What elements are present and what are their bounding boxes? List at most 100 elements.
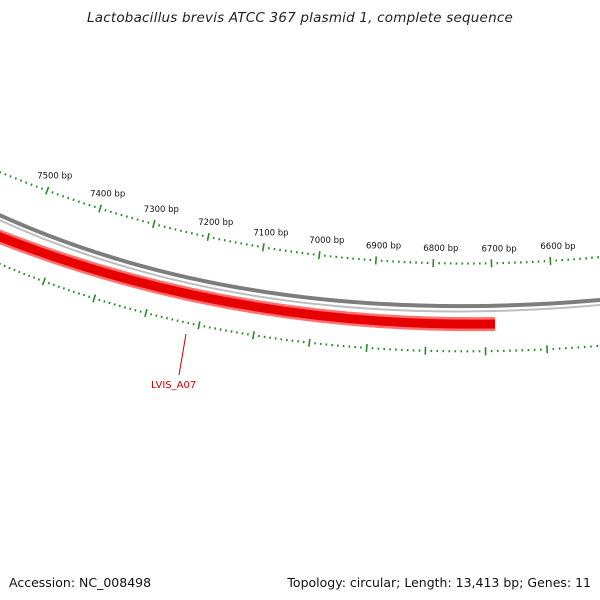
lower-ring-minor-tick bbox=[113, 303, 116, 306]
upper-ring-minor-tick bbox=[30, 183, 33, 186]
upper-ring-minor-tick bbox=[147, 221, 150, 224]
lower-ring-major-tick bbox=[308, 338, 311, 347]
lower-ring-minor-tick bbox=[176, 319, 179, 322]
backbone-inner bbox=[0, 219, 600, 313]
upper-ring-minor-tick bbox=[190, 232, 193, 235]
lower-ring-major-tick bbox=[41, 277, 47, 286]
lower-ring-minor-tick bbox=[118, 304, 121, 308]
lower-ring-minor-tick bbox=[150, 313, 153, 316]
lower-ring-minor-tick bbox=[77, 292, 81, 295]
upper-ring-major-tick bbox=[152, 219, 156, 229]
lower-ring-minor-tick bbox=[108, 301, 111, 305]
lower-ring-minor-tick bbox=[123, 306, 127, 309]
tick-label: 7000 bp bbox=[309, 236, 344, 246]
lower-ring-major-tick bbox=[92, 294, 97, 303]
lower-ring-minor-tick bbox=[32, 276, 36, 279]
upper-ring-minor-tick bbox=[125, 215, 128, 218]
lower-ring-minor-tick bbox=[88, 295, 91, 299]
upper-ring-minor-tick bbox=[174, 228, 177, 231]
upper-ring-minor-tick bbox=[104, 208, 107, 212]
upper-ring-minor-tick bbox=[72, 198, 75, 202]
upper-ring-minor-tick bbox=[196, 233, 199, 236]
gene-arc-lvis-a07[interactable] bbox=[0, 232, 496, 329]
lower-ring-minor-tick bbox=[62, 287, 65, 290]
lower-ring-minor-tick bbox=[103, 300, 106, 303]
upper-ring-major-tick bbox=[374, 256, 377, 265]
backbone-outer bbox=[0, 213, 600, 309]
upper-ring-minor-tick bbox=[0, 170, 2, 174]
tick-label: 6900 bp bbox=[366, 241, 401, 251]
lower-ring-minor-tick bbox=[171, 318, 174, 321]
upper-ring-major-tick bbox=[261, 243, 265, 252]
tick-label: 7200 bp bbox=[198, 218, 233, 228]
lower-ring-minor-tick bbox=[139, 310, 142, 313]
lower-ring-minor-tick bbox=[37, 278, 41, 281]
lower-ring-minor-tick bbox=[13, 268, 16, 272]
lower-tick-ring bbox=[0, 262, 599, 356]
upper-ring-minor-tick bbox=[115, 212, 118, 215]
map-title: Lactobacillus brevis ATCC 367 plasmid 1,… bbox=[87, 10, 513, 26]
lower-ring-minor-tick bbox=[165, 316, 168, 320]
upper-ring-minor-tick bbox=[77, 200, 80, 203]
upper-ring-minor-tick bbox=[67, 196, 70, 200]
upper-ring-major-tick bbox=[206, 232, 210, 241]
upper-ring-minor-tick bbox=[56, 193, 59, 196]
lower-ring-major-tick bbox=[197, 321, 201, 330]
lower-ring-minor-tick bbox=[72, 290, 75, 294]
upper-ring-minor-tick bbox=[141, 219, 145, 223]
upper-ring-minor-tick bbox=[131, 216, 134, 220]
gene-label: LVIS_A07 bbox=[151, 380, 196, 391]
lower-ring-minor-tick bbox=[52, 283, 55, 287]
upper-ring-minor-tick bbox=[88, 203, 91, 207]
upper-ring-major-tick bbox=[318, 251, 321, 260]
tick-label: 6600 bp bbox=[540, 242, 575, 252]
upper-ring-minor-tick bbox=[61, 194, 65, 198]
lower-ring-minor-tick bbox=[208, 326, 211, 329]
lower-ring-major-tick bbox=[252, 331, 255, 340]
lower-ring-minor-tick bbox=[155, 314, 158, 317]
gene-label-leader bbox=[178, 333, 187, 376]
upper-ring-minor-tick bbox=[9, 175, 12, 178]
lower-ring-minor-tick bbox=[18, 270, 21, 274]
summary-text: Topology: circular; Length: 13,413 bp; G… bbox=[287, 575, 591, 590]
lower-ring-minor-tick bbox=[3, 264, 6, 268]
tick-label: 7400 bp bbox=[90, 190, 125, 200]
lower-ring-minor-tick bbox=[67, 288, 70, 292]
upper-ring-minor-tick bbox=[40, 187, 44, 190]
lower-ring-minor-tick bbox=[187, 321, 190, 325]
upper-ring-major-tick bbox=[45, 186, 50, 195]
upper-ring-minor-tick bbox=[51, 191, 54, 194]
tick-label: 6700 bp bbox=[482, 244, 517, 254]
upper-ring-minor-tick bbox=[120, 213, 123, 217]
upper-ring-minor-tick bbox=[83, 202, 86, 205]
accession-text: Accession: NC_008498 bbox=[9, 575, 152, 590]
tick-label: 7500 bp bbox=[37, 172, 72, 182]
tick-label: 7300 bp bbox=[144, 205, 179, 215]
upper-ring-minor-tick bbox=[14, 177, 17, 180]
lower-ring-minor-tick bbox=[82, 293, 86, 297]
tick-label: 7100 bp bbox=[253, 228, 288, 238]
lower-ring-major-tick bbox=[144, 308, 148, 318]
upper-ring-minor-tick bbox=[158, 224, 161, 227]
lower-ring-minor-tick bbox=[27, 274, 31, 278]
upper-ring-major-tick bbox=[98, 204, 103, 213]
lower-ring-major-tick bbox=[365, 343, 368, 352]
lower-ring-minor-tick bbox=[203, 325, 206, 328]
upper-ring-minor-tick bbox=[93, 205, 96, 209]
upper-ring-major-tick bbox=[549, 256, 552, 265]
upper-ring-minor-tick bbox=[163, 225, 166, 229]
lower-ring-minor-tick bbox=[160, 315, 163, 319]
lower-ring-minor-tick bbox=[57, 285, 60, 289]
upper-ring-minor-tick bbox=[19, 179, 23, 182]
lower-ring-minor-tick bbox=[23, 272, 26, 276]
lower-ring-minor-tick bbox=[129, 307, 132, 311]
upper-ring-minor-tick bbox=[35, 185, 38, 188]
upper-ring-minor-tick bbox=[25, 181, 28, 184]
lower-ring-minor-tick bbox=[47, 281, 50, 285]
upper-ring-minor-tick bbox=[201, 234, 204, 237]
lower-ring-minor-tick bbox=[8, 266, 11, 270]
upper-ring-minor-tick bbox=[169, 226, 172, 230]
tick-label: 6800 bp bbox=[423, 244, 458, 254]
upper-ring-minor-tick bbox=[4, 173, 7, 176]
